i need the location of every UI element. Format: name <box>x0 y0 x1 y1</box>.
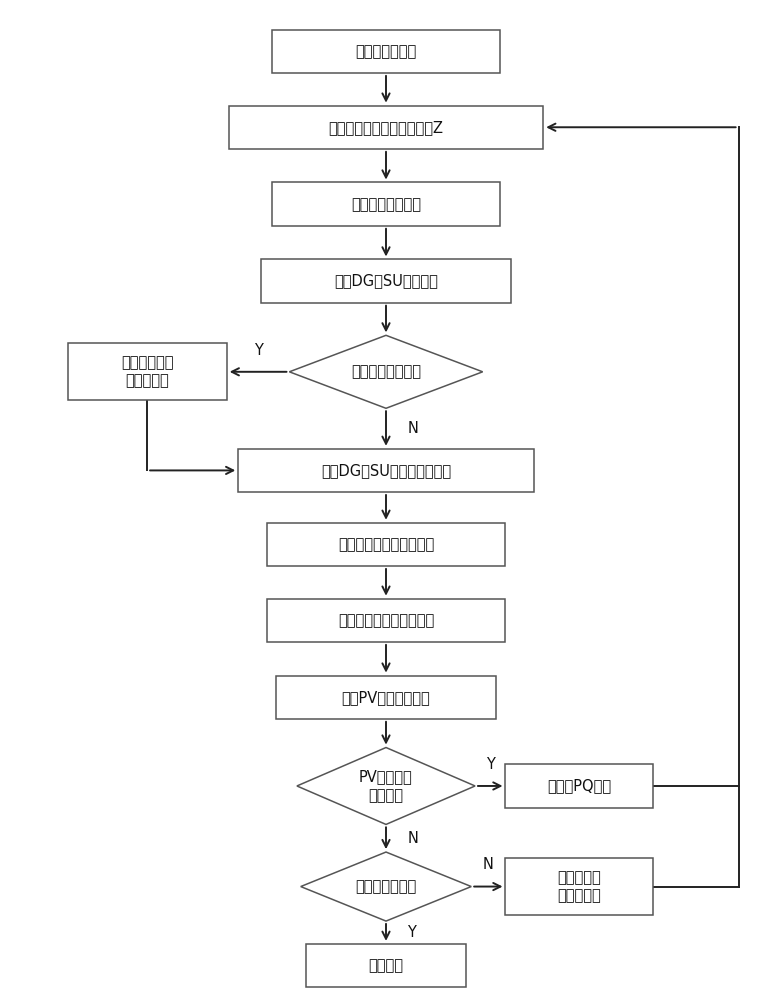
FancyBboxPatch shape <box>229 106 543 149</box>
FancyBboxPatch shape <box>273 182 499 226</box>
Text: 形成回路（环路）阻抗矩阵Z: 形成回路（环路）阻抗矩阵Z <box>329 120 443 135</box>
Text: 是否存在环网回路: 是否存在环网回路 <box>351 364 421 379</box>
Polygon shape <box>290 335 482 408</box>
Text: 计算DG及SU等值电流: 计算DG及SU等值电流 <box>334 274 438 289</box>
FancyBboxPatch shape <box>261 259 511 303</box>
Text: 向解环节点叠
加注入电流: 向解环节点叠 加注入电流 <box>121 355 174 389</box>
Text: 输出结果: 输出结果 <box>368 958 404 973</box>
Text: 回推修正各节点三相电压: 回推修正各节点三相电压 <box>338 613 434 628</box>
FancyBboxPatch shape <box>506 764 653 808</box>
Text: 前推计算各支路三相电流: 前推计算各支路三相电流 <box>338 537 434 552</box>
FancyBboxPatch shape <box>266 599 506 642</box>
Text: 配网数据初始化: 配网数据初始化 <box>355 44 417 59</box>
Polygon shape <box>297 748 475 824</box>
Polygon shape <box>301 852 471 921</box>
FancyBboxPatch shape <box>306 944 466 987</box>
FancyBboxPatch shape <box>273 30 499 73</box>
Text: 满足收敛条件？: 满足收敛条件？ <box>355 879 417 894</box>
Text: 修正所在节
点注入电流: 修正所在节 点注入电流 <box>557 870 601 903</box>
Text: N: N <box>483 857 494 872</box>
Text: 叠加DG及SU的三相注入电流: 叠加DG及SU的三相注入电流 <box>321 463 451 478</box>
Text: Y: Y <box>407 925 416 940</box>
FancyBboxPatch shape <box>68 343 227 400</box>
Text: PV节点无功
是否越限: PV节点无功 是否越限 <box>359 769 413 803</box>
Text: Y: Y <box>486 757 495 772</box>
Text: 转换为PQ节点: 转换为PQ节点 <box>547 778 611 793</box>
Text: N: N <box>407 421 418 436</box>
Text: 计算负荷注入电流: 计算负荷注入电流 <box>351 197 421 212</box>
FancyBboxPatch shape <box>276 676 496 719</box>
Text: N: N <box>407 831 418 846</box>
FancyBboxPatch shape <box>266 523 506 566</box>
Text: 修正PV节点注入无功: 修正PV节点注入无功 <box>342 690 430 705</box>
FancyBboxPatch shape <box>506 858 653 915</box>
FancyBboxPatch shape <box>239 449 533 492</box>
Text: Y: Y <box>254 343 262 358</box>
